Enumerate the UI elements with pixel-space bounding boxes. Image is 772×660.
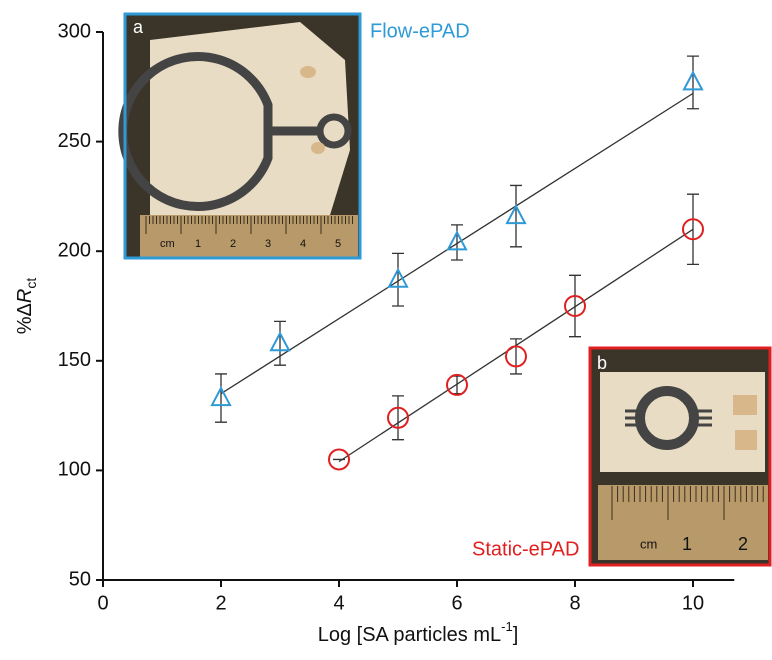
y-tick-label: 200	[58, 239, 91, 261]
y-label-prefix: %Δ	[14, 303, 36, 334]
ruler-label: cm	[160, 238, 175, 250]
y-tick-label: 300	[58, 20, 91, 42]
x-label-text: Log [SA particles mL	[318, 624, 501, 646]
y-tick-label: 250	[58, 130, 91, 152]
y-label-symbol: R	[14, 289, 36, 303]
x-tick-label: 6	[451, 592, 462, 614]
ruler-label: 1	[682, 534, 692, 554]
ruler-label: 1	[195, 238, 201, 250]
inset-a: cm 1 2 3 4 5 a	[123, 14, 360, 258]
ruler-label: 5	[335, 238, 341, 250]
y-axis-label: %ΔRct	[14, 278, 38, 335]
x-tick-label: 2	[215, 592, 226, 614]
y-tick-label: 100	[58, 459, 91, 481]
error-bar	[687, 194, 699, 264]
inset-label: a	[133, 17, 144, 37]
x-tick-label: 4	[333, 592, 344, 614]
ruler-label: 3	[265, 238, 271, 250]
pad	[733, 395, 757, 415]
x-label-suffix: ]	[513, 624, 519, 646]
x-tick-label: 0	[97, 592, 108, 614]
x-label-sup: -1	[501, 619, 513, 634]
paper	[600, 372, 765, 472]
ruler-label: 2	[230, 238, 236, 250]
error-bar	[451, 376, 463, 394]
legend-label: Static-ePAD	[472, 538, 579, 560]
error-bar	[569, 275, 581, 336]
y-tick-label: 150	[58, 349, 91, 371]
ruler-label: 2	[738, 534, 748, 554]
pad	[735, 430, 757, 450]
ruler	[140, 215, 358, 257]
chart: Log [SA particles mL-1] %ΔRct 0 2 4 6 8 10 50 1…	[0, 0, 772, 660]
x-tick-label: 8	[569, 592, 580, 614]
legend-label: Flow-ePAD	[370, 20, 470, 42]
pad	[300, 66, 316, 78]
y-tick-label: 50	[69, 568, 91, 590]
error-bar	[392, 396, 404, 440]
inset-b: cm 1 2 b	[590, 348, 770, 565]
inset-label: b	[597, 353, 607, 373]
ruler-label: 4	[300, 238, 306, 250]
pad	[311, 142, 325, 154]
error-bar	[510, 339, 522, 374]
x-axis-label: Log [SA particles mL-1]	[318, 619, 519, 646]
ruler-label: cm	[640, 536, 657, 551]
y-label-sub: ct	[23, 278, 39, 289]
x-tick-label: 10	[682, 592, 704, 614]
